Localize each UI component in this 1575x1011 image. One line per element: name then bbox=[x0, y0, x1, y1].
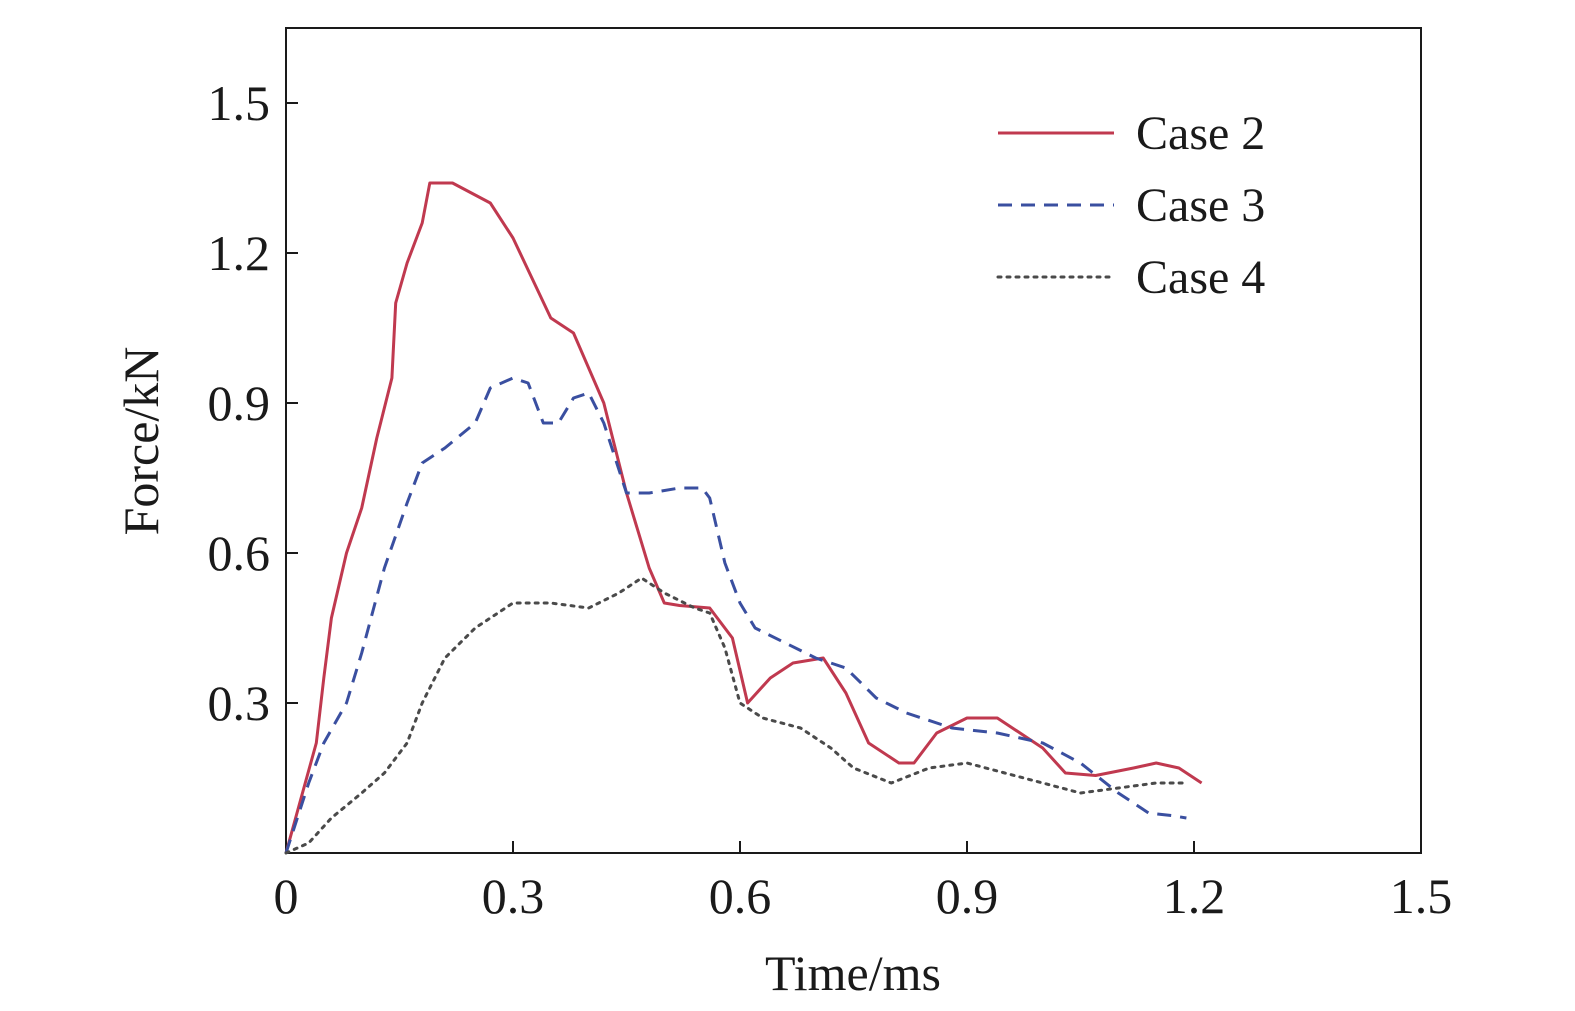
y-tick-label: 1.2 bbox=[208, 225, 271, 281]
series-line-case-2 bbox=[284, 181, 1203, 854]
x-tick-label: 1.2 bbox=[1163, 868, 1226, 924]
x-tick-label: 0.3 bbox=[482, 868, 545, 924]
legend-label: Case 3 bbox=[1136, 179, 1265, 232]
series-layer bbox=[284, 181, 1203, 855]
y-tick-label: 1.5 bbox=[208, 75, 271, 131]
x-tick-label: 0.6 bbox=[709, 868, 772, 924]
x-axis: 0 0.3 0.6 0.9 1.2 1.5 bbox=[274, 841, 1453, 924]
legend-label: Case 4 bbox=[1136, 251, 1265, 304]
series-line-case-4 bbox=[284, 576, 1188, 855]
x-tick-label: 0.9 bbox=[936, 868, 999, 924]
y-tick-label: 0.3 bbox=[208, 675, 271, 731]
y-axis: 0.3 0.6 0.9 1.2 1.5 bbox=[208, 75, 298, 731]
legend-label: Case 2 bbox=[1136, 107, 1265, 160]
legend: Case 2 Case 3 Case 4 bbox=[996, 107, 1265, 304]
plot-frame bbox=[285, 27, 1422, 854]
series-line-case-3 bbox=[284, 376, 1187, 854]
y-axis-label: Force/kN bbox=[113, 347, 169, 536]
x-tick-label: 1.5 bbox=[1390, 868, 1453, 924]
y-tick-label: 0.9 bbox=[208, 375, 271, 431]
x-axis-label: Time/ms bbox=[765, 945, 941, 1001]
y-tick-label: 0.6 bbox=[208, 525, 271, 581]
x-tick-label: 0 bbox=[274, 868, 299, 924]
